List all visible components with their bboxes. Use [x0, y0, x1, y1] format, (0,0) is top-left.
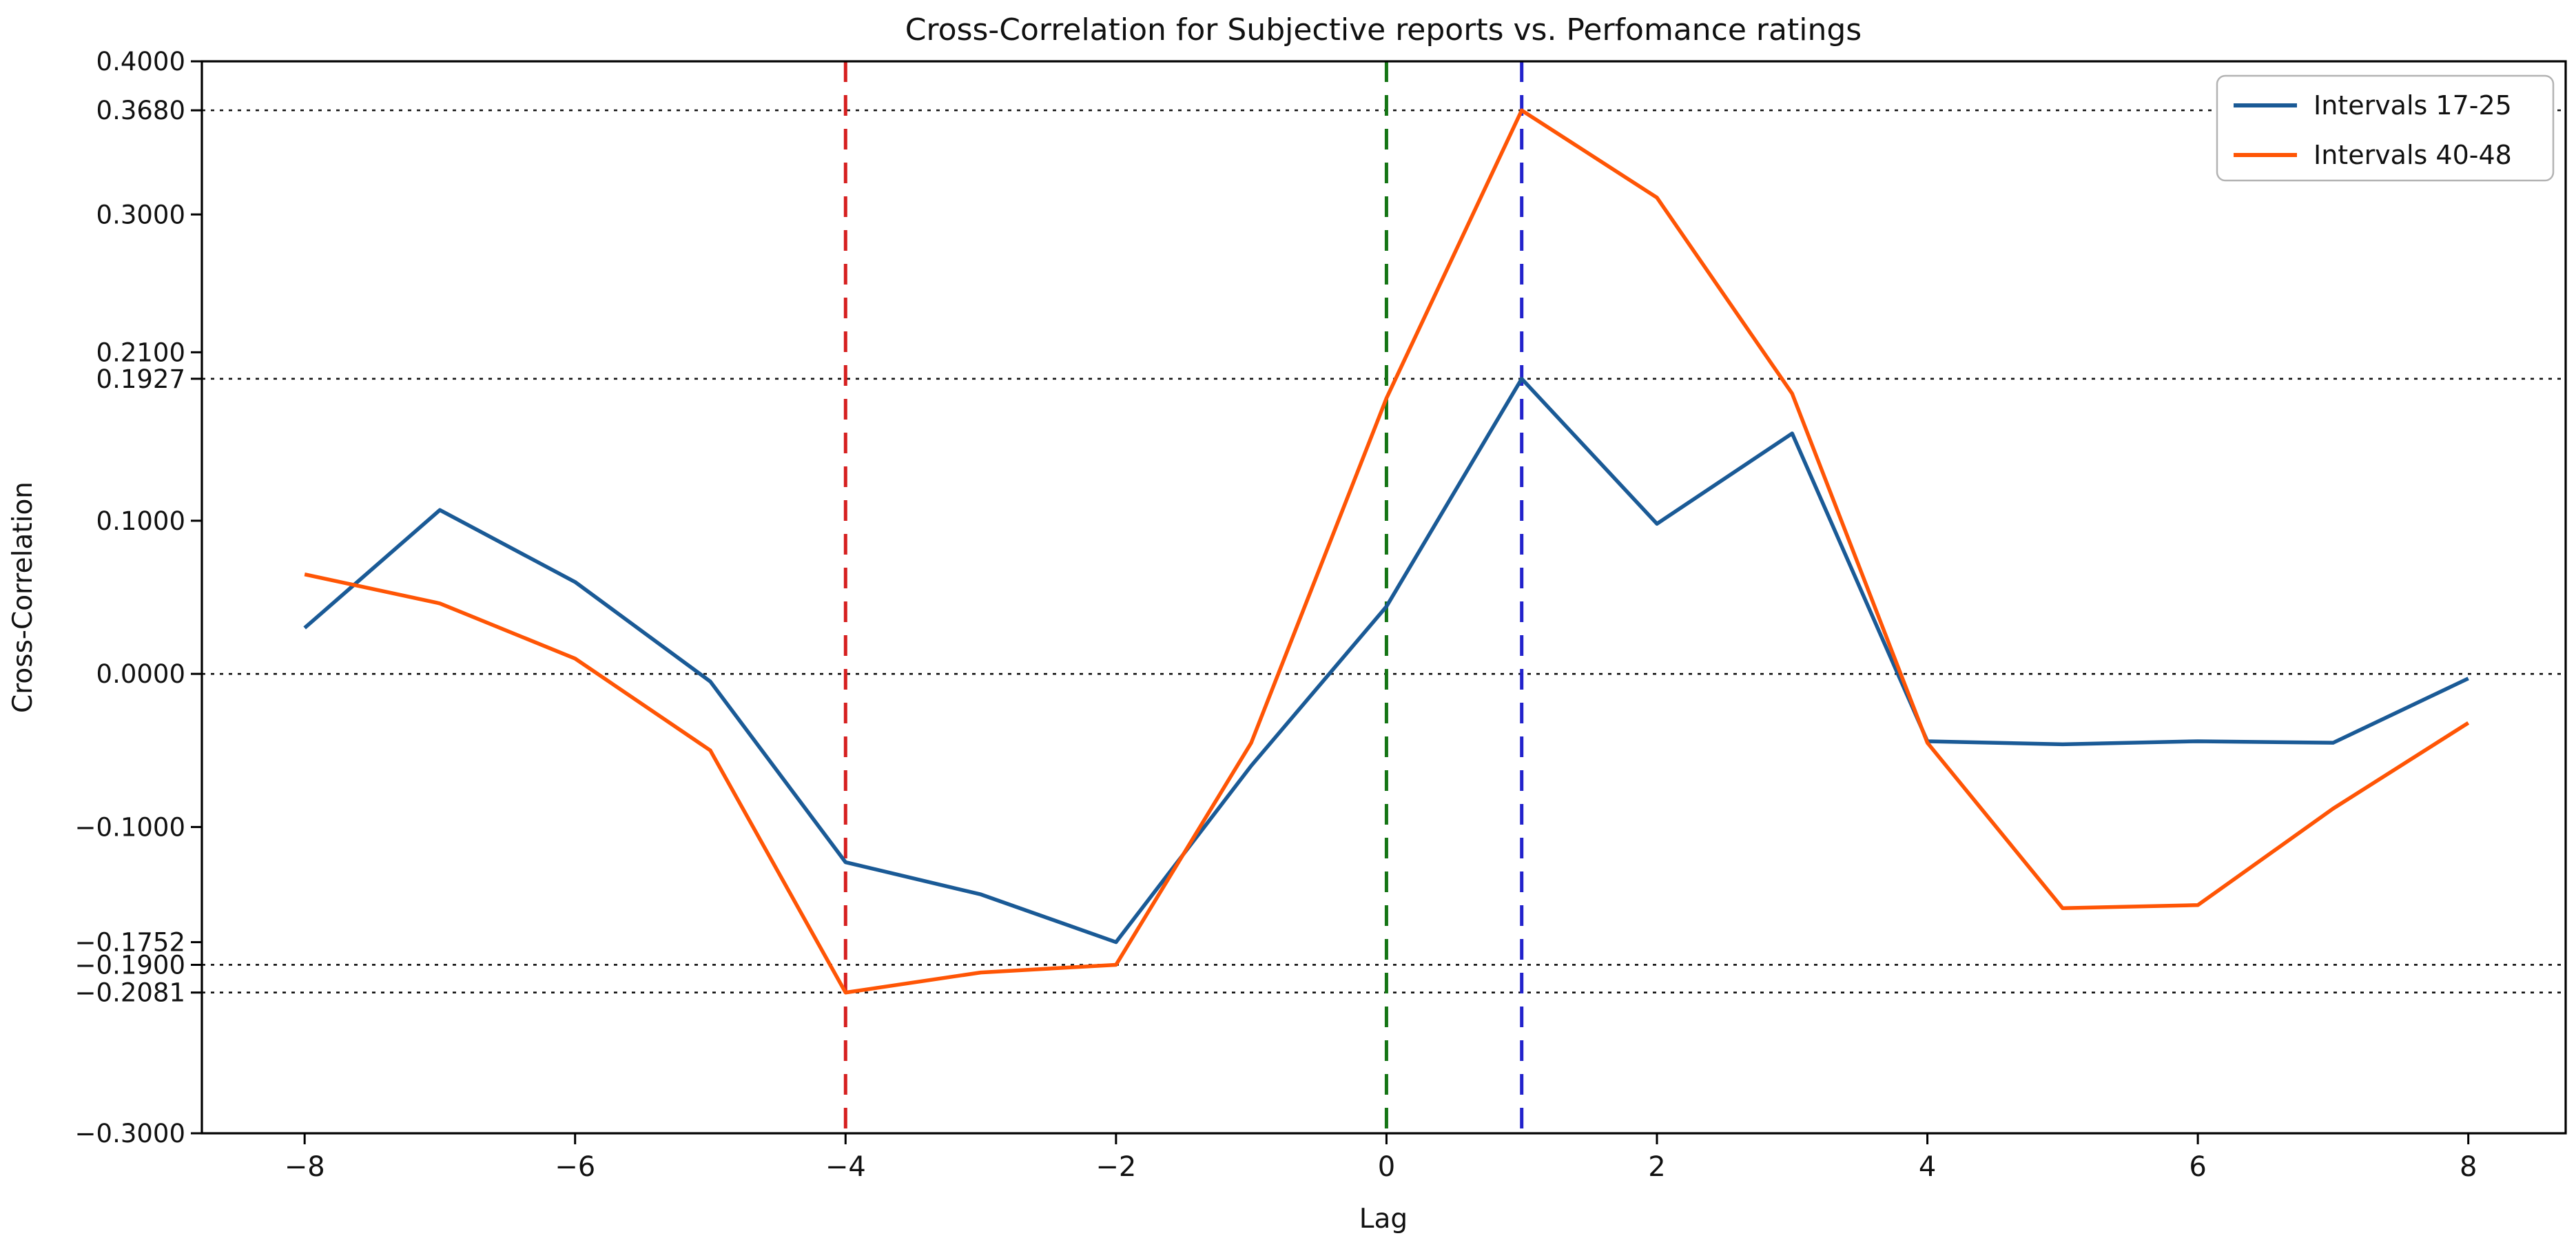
x-axis: −8 −6 −4 −2 0 2 4 6 8 [285, 1133, 2477, 1183]
y-tick-label: 0.3680 [96, 96, 185, 125]
x-tick-label: 0 [1378, 1151, 1395, 1183]
y-tick-label: −0.1000 [75, 812, 185, 842]
legend-entry-label: Intervals 40-48 [2314, 140, 2512, 170]
series-line-intervals-40-48 [304, 108, 2470, 995]
y-axis-label: Cross-Correlation [8, 482, 39, 713]
horizontal-guidelines [202, 109, 2566, 994]
x-tick-label: −4 [825, 1151, 866, 1183]
y-tick-label: −0.1900 [75, 950, 185, 980]
plot-spines [200, 60, 2567, 1135]
x-tick-label: 4 [1919, 1151, 1936, 1183]
series-lines [303, 108, 2470, 995]
series-line-intervals-17-25 [303, 377, 2469, 945]
x-tick-label: 6 [2189, 1151, 2206, 1183]
x-tick-label: −6 [555, 1151, 595, 1183]
y-tick-label: 0.1927 [96, 364, 185, 394]
plot-border [200, 60, 2567, 1135]
y-tick-label: 0.0000 [96, 659, 185, 689]
chart-title: Cross-Correlation for Subjective reports… [905, 12, 1862, 48]
x-tick-label: 8 [2460, 1151, 2477, 1183]
x-tick-label: −2 [1095, 1151, 1136, 1183]
y-tick-label: 0.2100 [96, 338, 185, 367]
x-tick-label: −8 [285, 1151, 325, 1183]
legend-box [2216, 74, 2555, 182]
x-tick-label: 2 [1648, 1151, 1665, 1183]
y-tick-label: 0.1000 [96, 506, 185, 536]
legend-entry-label: Intervals 17-25 [2314, 90, 2512, 121]
y-tick-label: −0.2081 [75, 978, 185, 1008]
legend: Intervals 17-25 Intervals 40-48 [2216, 74, 2555, 182]
y-tick-label: 0.4000 [96, 47, 185, 76]
y-tick-label: 0.3000 [96, 200, 185, 229]
y-tick-label: −0.1752 [75, 928, 185, 958]
vertical-guidelines [843, 61, 1524, 1133]
y-tick-label: −0.3000 [75, 1119, 185, 1148]
x-axis-label: Lag [1359, 1204, 1408, 1235]
